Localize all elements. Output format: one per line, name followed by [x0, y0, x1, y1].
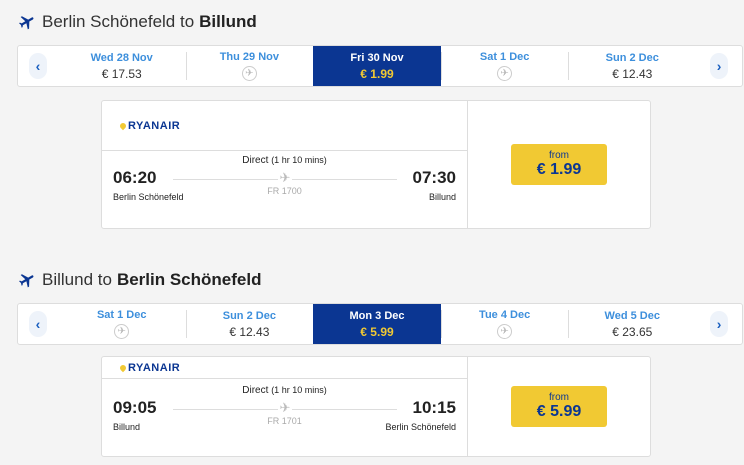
departure-time: 09:05 — [113, 398, 157, 417]
next-dates-button[interactable]: › — [696, 304, 742, 344]
date-label: Sun 2 Dec — [222, 309, 276, 322]
date-option[interactable]: Mon 3 Dec € 5.99 — [313, 304, 441, 344]
date-option[interactable]: Wed 28 Nov € 17.53 — [58, 46, 186, 86]
direct-label: Direct — [242, 385, 269, 396]
section-title: Billund to Berlin Schönefeld — [18, 268, 261, 292]
chevron-right-icon: › — [710, 53, 729, 79]
select-fare-button[interactable]: from € 1.99 — [511, 144, 607, 185]
prev-dates-button[interactable]: ‹ — [18, 304, 58, 344]
date-label: Thu 29 Nov — [219, 51, 279, 63]
chevron-left-icon: ‹ — [28, 53, 47, 79]
title-origin: Billund to — [42, 270, 112, 289]
airplane-icon — [19, 16, 34, 30]
prev-dates-button[interactable]: ‹ — [18, 46, 58, 86]
date-strip: ‹ Wed 28 Nov € 17.53 Thu 29 Nov ✈ Fri 30 Nov €… — [17, 45, 743, 87]
date-label: Mon 3 Dec — [349, 309, 405, 322]
date-label: Sat 1 Dec — [96, 309, 147, 321]
airline-name: RYANAIR — [128, 361, 181, 374]
date-price: € 1.99 — [360, 66, 394, 81]
departure-city: Billund — [113, 422, 141, 432]
date-price: € 5.99 — [360, 324, 394, 339]
direct-label: Direct — [242, 155, 269, 166]
date-option[interactable]: Thu 29 Nov ✈ — [185, 46, 314, 86]
no-flight-icon: ✈ — [114, 324, 130, 339]
date-strip: ‹ Sat 1 Dec ✈ Sun 2 Dec € 12.43 Mon 3 Dec € 5.… — [17, 303, 743, 345]
duration: (1 hr 10 mins) — [271, 155, 327, 165]
no-flight-icon: ✈ — [497, 66, 513, 81]
date-option[interactable]: Sun 2 Dec € 12.43 — [185, 304, 314, 344]
title-origin: Berlin Schönefeld to — [42, 12, 195, 31]
airplane-icon: ✈ — [278, 170, 292, 186]
date-option[interactable]: Sat 1 Dec ✈ — [58, 304, 186, 344]
date-option[interactable]: Tue 4 Dec ✈ — [440, 304, 569, 344]
chevron-left-icon: ‹ — [28, 311, 47, 337]
date-option[interactable]: Sat 1 Dec ✈ — [440, 46, 569, 86]
arrival-time: 07:30 — [412, 168, 456, 187]
date-label: Sat 1 Dec — [479, 51, 530, 63]
arrival-time: 10:15 — [412, 398, 456, 417]
ryanair-logo: RYANAIR — [102, 357, 467, 379]
date-label: Wed 28 Nov — [90, 51, 153, 64]
departure-time: 06:20 — [113, 168, 157, 187]
duration-info: Direct (1 hr 10 mins) — [102, 155, 467, 166]
flight-card: RYANAIR Direct (1 hr 10 mins) 06:20 07:3… — [101, 100, 651, 229]
title-destination: Berlin Schönefeld — [116, 270, 262, 289]
title-destination: Billund — [199, 12, 257, 31]
duration-info: Direct (1 hr 10 mins) — [102, 385, 467, 396]
date-price: € 23.65 — [612, 324, 653, 339]
departure-city: Berlin Schönefeld — [113, 192, 184, 202]
no-flight-icon: ✈ — [497, 324, 513, 339]
date-label: Wed 5 Dec — [604, 309, 660, 322]
flight-number: FR 1700 — [267, 186, 302, 196]
arrival-city: Berlin Schönefeld — [385, 422, 456, 432]
no-flight-icon: ✈ — [241, 66, 257, 81]
from-label: from — [549, 392, 569, 403]
ryanair-logo: RYANAIR — [102, 101, 467, 151]
date-price: € 12.43 — [229, 324, 270, 339]
airline-name: RYANAIR — [128, 119, 181, 132]
fare-price: € 1.99 — [536, 161, 582, 178]
date-option[interactable]: Sun 2 Dec € 12.43 — [568, 46, 696, 86]
flight-card: RYANAIR Direct (1 hr 10 mins) 09:05 10:1… — [101, 356, 651, 457]
date-price: € 12.43 — [612, 66, 653, 81]
from-label: from — [549, 150, 569, 161]
select-fare-button[interactable]: from € 5.99 — [511, 386, 607, 427]
section-title: Berlin Schönefeld to Billund — [18, 10, 257, 34]
next-dates-button[interactable]: › — [696, 46, 742, 86]
airplane-icon — [19, 274, 34, 288]
duration: (1 hr 10 mins) — [271, 385, 327, 395]
date-label: Sun 2 Dec — [605, 51, 659, 64]
fare-price: € 5.99 — [536, 403, 582, 420]
airplane-icon: ✈ — [278, 400, 292, 416]
flight-number: FR 1701 — [267, 416, 302, 426]
date-option[interactable]: Fri 30 Nov € 1.99 — [313, 46, 441, 86]
date-option[interactable]: Wed 5 Dec € 23.65 — [568, 304, 696, 344]
arrival-city: Billund — [428, 192, 456, 202]
date-price: € 17.53 — [101, 66, 142, 81]
chevron-right-icon: › — [710, 311, 729, 337]
date-label: Fri 30 Nov — [350, 51, 404, 64]
date-label: Tue 4 Dec — [479, 309, 531, 321]
